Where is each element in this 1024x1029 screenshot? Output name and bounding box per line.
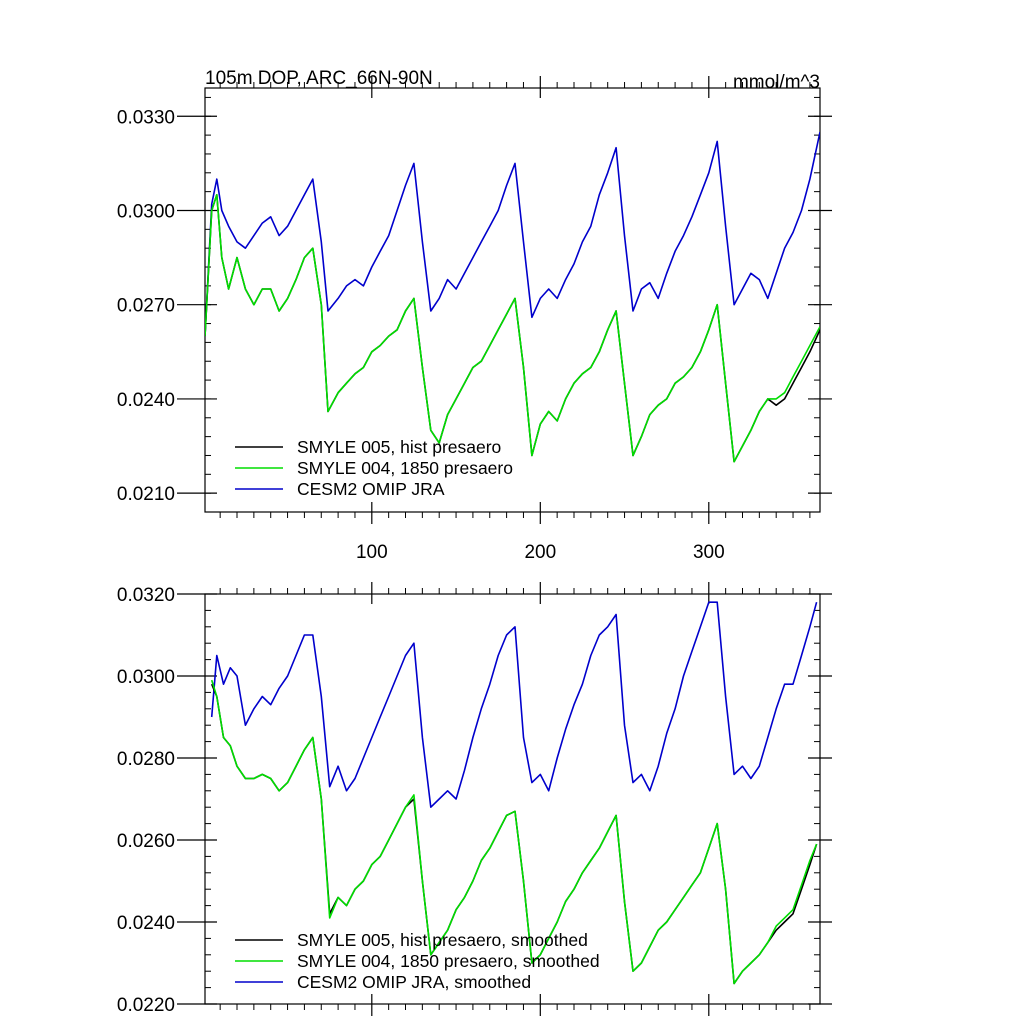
legend-entry: SMYLE 004, 1850 presaero, smoothed bbox=[297, 951, 600, 971]
y-tick-label: 0.0280 bbox=[117, 749, 175, 770]
x-tick-label: 100 bbox=[356, 542, 388, 563]
x-tick-label: 200 bbox=[524, 542, 556, 563]
y-tick-label: 0.0330 bbox=[117, 107, 175, 128]
y-tick-label: 0.0220 bbox=[117, 995, 175, 1016]
series-line-2 bbox=[205, 194, 820, 463]
legend-entry: SMYLE 004, 1850 presaero bbox=[297, 458, 513, 478]
plot-frame bbox=[204, 87, 821, 513]
chart-panel-2: 0.0220 0.0240 0.0260 0.0280 0.0300 0.0320 SMYL… bbox=[117, 582, 832, 1016]
x-tick-label: 300 bbox=[693, 542, 725, 563]
y-tick-label: 0.0300 bbox=[117, 201, 175, 222]
y-tick-label: 0.0320 bbox=[117, 585, 175, 606]
chart-panel-1: 0.0210 0.0240 0.0270 0.0300 0.0330 100 200 300 1… bbox=[117, 68, 832, 563]
y-tick-label: 0.0260 bbox=[117, 831, 175, 852]
units-label: mmol/m^3 bbox=[733, 72, 820, 93]
plot-frame bbox=[204, 593, 821, 1005]
legend-entry: SMYLE 005, hist presaero bbox=[297, 437, 501, 457]
y-tick-label: 0.0240 bbox=[117, 390, 175, 411]
series-line-3 bbox=[210, 601, 818, 809]
chart-title: 105m DOP, ARC_66N-90N bbox=[205, 68, 433, 89]
legend-entry: CESM2 OMIP JRA bbox=[297, 479, 445, 499]
legend-entry: CESM2 OMIP JRA, smoothed bbox=[297, 972, 531, 992]
y-tick-label: 0.0240 bbox=[117, 913, 175, 934]
series-line-2 bbox=[210, 679, 818, 985]
y-tick-label: 0.0270 bbox=[117, 296, 175, 317]
y-tick-label: 0.0300 bbox=[117, 667, 175, 688]
series-line-3 bbox=[205, 131, 820, 337]
y-tick-label: 0.0210 bbox=[117, 484, 175, 505]
legend-entry: SMYLE 005, hist presaero, smoothed bbox=[297, 930, 588, 950]
